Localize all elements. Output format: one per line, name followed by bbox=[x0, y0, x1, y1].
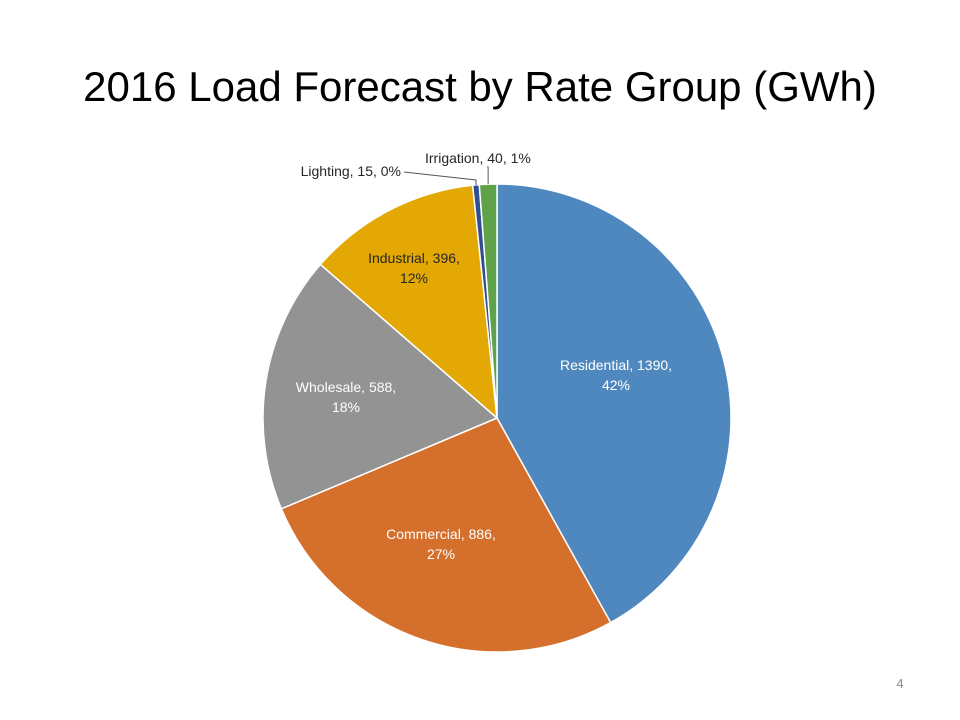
pie-labels: Residential, 1390, 42% Commercial, 886, 27%… bbox=[296, 150, 672, 562]
slice-label-commercial: Commercial, 886, 27% bbox=[386, 526, 496, 562]
slice-label-residential: Residential, 1390, 42% bbox=[560, 357, 672, 393]
chart-title: 2016 Load Forecast by Rate Group (GWh) bbox=[83, 63, 877, 110]
pie-slices bbox=[262, 183, 732, 653]
pie-slice-wholesale bbox=[262, 263, 498, 510]
pie-slice-industrial bbox=[319, 184, 498, 419]
slice-label-irrigation: Irrigation, 40, 1% bbox=[425, 150, 531, 166]
leader-line-irrigation bbox=[487, 166, 489, 185]
pie-slice-residential bbox=[496, 183, 732, 624]
leader-line-lighting bbox=[403, 171, 477, 185]
page-number: 4 bbox=[896, 676, 904, 691]
slice-label-industrial: Industrial, 396, 12% bbox=[368, 250, 460, 286]
slice-label-wholesale: Wholesale, 588, 18% bbox=[296, 379, 396, 415]
pie-slice-commercial bbox=[280, 417, 612, 653]
slice-label-lighting: Lighting, 15, 0% bbox=[301, 163, 401, 179]
